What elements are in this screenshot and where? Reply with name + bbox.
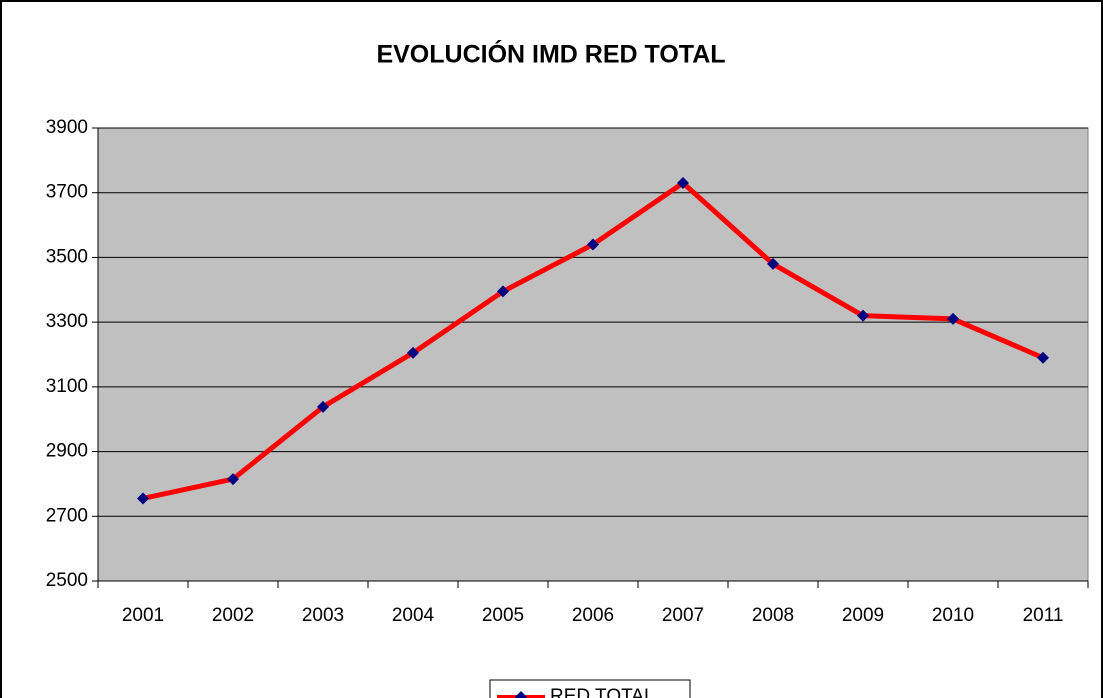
data-point: [587, 238, 599, 251]
x-tick-label: 2009: [842, 605, 884, 626]
y-tick-label: 3500: [46, 246, 88, 267]
chart-title: EVOLUCIÓN IMD RED TOTAL: [376, 39, 725, 69]
x-tick-label: 2010: [932, 605, 974, 626]
data-point: [1037, 351, 1049, 364]
data-point: [407, 346, 419, 359]
x-tick-label: 2003: [302, 605, 344, 626]
x-tick-label: 2005: [482, 605, 524, 626]
y-tick-label: 2900: [46, 441, 88, 462]
data-point: [227, 473, 239, 486]
legend-marker: [515, 691, 527, 698]
y-tick-label: 3100: [46, 376, 88, 397]
data-point: [677, 177, 689, 190]
x-tick-label: 2006: [572, 605, 614, 626]
y-tick-label: 2500: [46, 570, 88, 591]
data-point: [857, 309, 869, 322]
plot-area: [97, 127, 1089, 582]
data-point: [497, 285, 509, 298]
x-tick-label: 2002: [212, 605, 254, 626]
data-point: [947, 312, 959, 325]
y-tick-label: 3300: [46, 311, 88, 332]
legend-label: RED TOTAL: [550, 686, 655, 698]
x-tick-label: 2007: [662, 605, 704, 626]
data-point: [137, 492, 149, 505]
legend-box: [489, 679, 691, 698]
x-tick-label: 2001: [122, 605, 164, 626]
x-tick-label: 2008: [752, 605, 794, 626]
data-point: [767, 257, 779, 270]
y-tick-label: 3900: [46, 117, 88, 138]
y-tick-label: 2700: [46, 505, 88, 526]
y-tick-label: 3700: [46, 182, 88, 203]
x-tick-label: 2004: [392, 605, 435, 626]
data-point: [317, 400, 329, 413]
x-tick-label: 2011: [1023, 605, 1064, 626]
